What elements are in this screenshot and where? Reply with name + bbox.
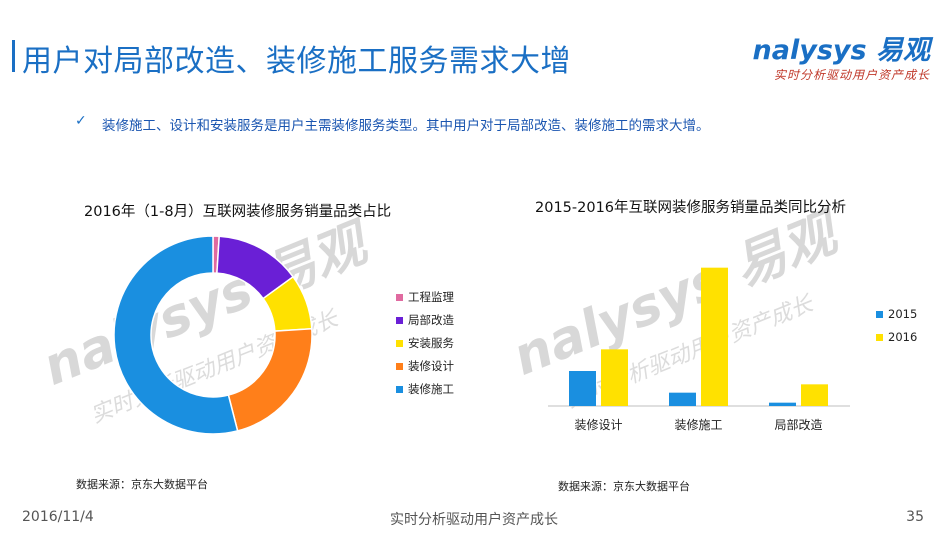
legend-label: 装修设计	[408, 359, 454, 373]
donut-chart-title: 2016年（1-8月）互联网装修服务销量品类占比	[84, 204, 392, 220]
logo-tagline: 实时分析驱动用户资产成长	[773, 68, 930, 82]
bar-2015-2	[669, 392, 696, 406]
legend-label: 2016	[888, 330, 918, 344]
brand-logo: nalysys 易观 实时分析驱动用户资产成长	[730, 28, 930, 88]
donut-chart	[113, 235, 313, 435]
bar-chart-title: 2015-2016年互联网装修服务销量品类同比分析	[535, 200, 847, 216]
x-tick-label: 局部改造	[774, 417, 822, 432]
legend-swatch	[396, 385, 403, 393]
legend-label: 装修施工	[408, 382, 454, 396]
legend-swatch	[396, 316, 403, 324]
bullet-text: 装修施工、设计和安装服务是用户主需装修服务类型。其中用户对于局部改造、装修施工的…	[102, 118, 710, 134]
donut-slice-4	[227, 327, 313, 432]
legend-swatch	[876, 310, 883, 318]
bar-2016-2	[701, 267, 728, 406]
legend-label: 工程监理	[408, 290, 454, 304]
legend-label: 局部改造	[408, 313, 454, 327]
legend-item-installation-service: 安装服务	[396, 335, 454, 351]
title-accent-bar	[12, 40, 15, 72]
legend-swatch	[396, 362, 403, 370]
legend-swatch	[396, 293, 403, 301]
check-icon: ✓	[75, 113, 87, 129]
legend-label: 2015	[888, 307, 918, 321]
page-title: 用户对局部改造、装修施工服务需求大增	[22, 44, 571, 79]
legend-label: 安装服务	[408, 336, 454, 350]
donut-source-note: 数据来源：京东大数据平台	[76, 478, 208, 491]
legend-item-2015: 2015	[876, 306, 917, 322]
footer-date: 2016/11/4	[22, 509, 94, 525]
bar-2015-3	[769, 402, 796, 406]
donut-legend: 工程监理 局部改造 安装服务 装修设计 装修施工	[396, 289, 486, 409]
legend-item-partial-renovation: 局部改造	[396, 312, 454, 328]
page-number: 35	[906, 509, 924, 525]
bar-2016-3	[801, 384, 828, 406]
legend-item-construction: 装修施工	[396, 381, 454, 397]
x-tick-label: 装修施工	[674, 417, 722, 432]
legend-item-engineering-supervision: 工程监理	[396, 289, 454, 305]
bar-2015-1	[569, 371, 596, 406]
footer-tagline: 实时分析驱动用户资产成长	[390, 512, 558, 528]
legend-swatch	[396, 339, 403, 347]
bar-2016-1	[601, 349, 628, 406]
x-tick-label: 装修设计	[574, 417, 622, 432]
bar-legend: 2015 2016	[876, 306, 936, 346]
bar-chart: 装修设计 装修施工 局部改造	[548, 267, 850, 432]
legend-swatch	[876, 333, 883, 341]
logo-wordmark: nalysys 易观	[752, 35, 930, 66]
legend-item-design: 装修设计	[396, 358, 454, 374]
bar-source-note: 数据来源：京东大数据平台	[558, 480, 690, 493]
donut-slice-5	[113, 235, 239, 435]
legend-item-2016: 2016	[876, 329, 917, 345]
